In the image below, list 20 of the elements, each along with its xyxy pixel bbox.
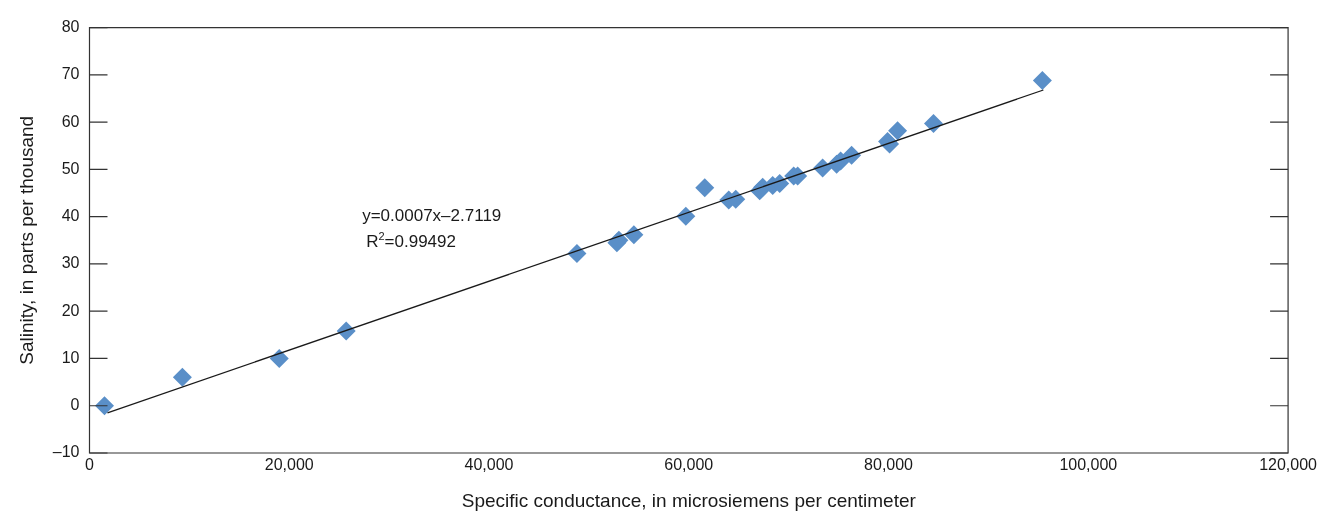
x-tick-label: 0 — [85, 456, 95, 474]
x-tick-label: 40,000 — [464, 456, 514, 474]
y-tick-label: –10 — [52, 443, 80, 461]
y-tick-label: 20 — [61, 301, 80, 319]
y-tick-label: 80 — [61, 18, 80, 36]
y-tick-label: 30 — [61, 254, 80, 272]
x-tick-label: 20,000 — [264, 456, 314, 474]
x-tick-label: 100,000 — [1059, 456, 1118, 474]
y-axis-title: Salinity, in parts per thousand — [15, 115, 37, 365]
x-tick-label: 60,000 — [664, 456, 714, 474]
x-axis-title: Specific conductance, in microsiemens per centimeter — [461, 489, 917, 511]
x-tick-label: 120,000 — [1259, 456, 1318, 474]
y-tick-label: 60 — [61, 112, 80, 130]
annotation: y=0.0007x–2.7119 — [362, 206, 502, 226]
y-tick-label: 0 — [70, 396, 80, 414]
y-tick-label: 70 — [61, 65, 80, 83]
y-tick-label: 50 — [61, 159, 80, 177]
x-tick-label: 80,000 — [864, 456, 914, 474]
y-tick-label: 40 — [61, 207, 80, 225]
y-tick-label: 10 — [61, 348, 80, 366]
